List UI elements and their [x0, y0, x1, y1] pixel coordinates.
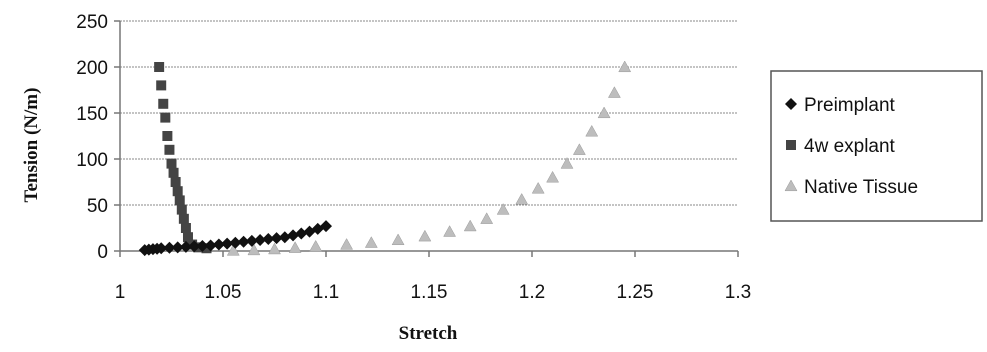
- data-point: [480, 212, 494, 224]
- data-point: [309, 239, 323, 252]
- y-tick-label: 100: [76, 150, 108, 171]
- x-tick-label: 1.3: [725, 282, 751, 303]
- data-point: [418, 229, 432, 242]
- data-point: [179, 240, 192, 253]
- data-point: [585, 124, 599, 137]
- data-point: [164, 144, 175, 155]
- data-point: [212, 238, 225, 251]
- data-point: [247, 243, 261, 256]
- data-point: [443, 225, 457, 237]
- data-point: [531, 181, 545, 194]
- legend-label: 4w explant: [804, 136, 896, 157]
- data-point: [560, 157, 574, 169]
- x-tick-label: 1.15: [411, 282, 448, 303]
- data-point: [171, 241, 184, 254]
- data-point: [254, 233, 267, 246]
- data-point: [155, 242, 168, 255]
- y-axis-title: Tension (N/m): [21, 88, 42, 203]
- y-tick-label: 250: [76, 12, 108, 33]
- data-point: [154, 62, 165, 72]
- data-point: [245, 234, 258, 247]
- data-point: [176, 204, 187, 215]
- y-tick-label: 50: [87, 196, 108, 217]
- y-tick-label: 0: [97, 242, 108, 263]
- data-point: [168, 167, 179, 178]
- data-point: [226, 244, 240, 256]
- x-tick-labels: 1 1.05 1.1 1.15 1.2 1.25 1.3: [115, 251, 751, 303]
- data-point: [496, 203, 510, 215]
- data-point: [204, 239, 217, 252]
- data-point: [515, 192, 529, 205]
- data-point: [172, 186, 183, 197]
- data-point: [270, 232, 283, 245]
- data-point: [546, 170, 560, 183]
- data-point: [163, 241, 176, 254]
- y-gridlines: [120, 20, 738, 206]
- legend: Preimplant 4w explant Native Tissue: [770, 70, 983, 222]
- data-point: [295, 227, 308, 240]
- y-tick-label: 150: [76, 104, 108, 125]
- x-axis-title: Stretch: [399, 323, 458, 344]
- data-point: [262, 233, 275, 246]
- y-tick-label: 200: [76, 58, 108, 79]
- data-point: [364, 236, 378, 248]
- series-preimplant: [138, 220, 332, 257]
- data-point: [170, 177, 181, 187]
- data-point: [572, 143, 586, 155]
- x-tick-label: 1.2: [519, 282, 545, 303]
- legend-box: [770, 70, 983, 222]
- data-point: [160, 112, 171, 123]
- data-point: [182, 232, 193, 243]
- legend-marker: [784, 179, 798, 192]
- data-point: [229, 236, 242, 249]
- legend-label: Preimplant: [804, 95, 896, 116]
- data-point: [288, 241, 302, 253]
- legend-marker: [786, 140, 796, 150]
- x-tick-label: 1.25: [617, 282, 654, 303]
- x-tick-label: 1.05: [205, 282, 242, 303]
- data-point: [463, 219, 477, 232]
- data-point: [188, 240, 201, 253]
- data-point: [278, 231, 291, 244]
- y-tick-labels: 0 50 100 150 200 250: [76, 12, 120, 263]
- data-point: [320, 220, 332, 233]
- data-point: [607, 86, 621, 98]
- series-4w-explant: [154, 62, 212, 254]
- data-point: [156, 80, 167, 91]
- x-tick-label: 1.1: [313, 282, 339, 303]
- data-point: [618, 60, 632, 73]
- data-point: [221, 237, 234, 250]
- data-point: [162, 131, 173, 141]
- data-point: [158, 98, 169, 109]
- data-point: [597, 106, 611, 119]
- data-point: [391, 233, 405, 246]
- data-point: [340, 238, 354, 250]
- data-point: [180, 223, 191, 233]
- series-native-tissue: [226, 60, 632, 256]
- data-point: [196, 239, 209, 252]
- x-tick-label: 1: [115, 282, 126, 303]
- data-points: [138, 60, 632, 257]
- data-point: [201, 243, 212, 254]
- data-point: [268, 242, 281, 255]
- data-point: [287, 229, 300, 242]
- legend-label: Native Tissue: [804, 177, 918, 198]
- data-point: [178, 213, 189, 224]
- legend-marker: [785, 98, 797, 110]
- data-point: [166, 158, 177, 169]
- data-point: [237, 235, 250, 248]
- data-point: [174, 195, 185, 206]
